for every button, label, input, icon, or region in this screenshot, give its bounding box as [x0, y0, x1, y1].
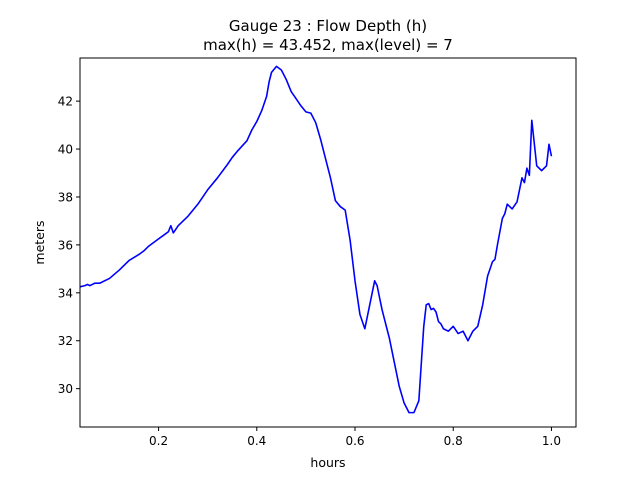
plot-frame [79, 57, 577, 428]
x-tick-label: 0.2 [149, 434, 168, 448]
y-axis-label: meters [32, 220, 47, 264]
y-tick-label: 40 [58, 143, 73, 157]
x-axis-label: hours [310, 455, 345, 470]
x-tick-label: 0.6 [345, 434, 364, 448]
y-tick-label: 32 [58, 334, 73, 348]
chart-title-line-1: Gauge 23 : Flow Depth (h) [229, 17, 427, 35]
y-tick-label: 36 [58, 238, 73, 252]
x-tick-label: 1.0 [542, 434, 561, 448]
x-tick-label: 0.8 [444, 434, 463, 448]
series-line-0 [79, 65, 553, 414]
y-tick-label: 34 [58, 286, 73, 300]
plot-area [79, 65, 553, 414]
axis-ticks: 0.2 0.4 0.6 0.8 1.0 30 32 34 36 38 40 42 [58, 95, 561, 448]
chart-title-line-2: max(h) = 43.452, max(level) = 7 [203, 36, 453, 54]
y-tick-label: 38 [58, 190, 73, 204]
y-tick-label: 30 [58, 382, 73, 396]
y-tick-label: 42 [58, 95, 73, 109]
x-tick-label: 0.4 [247, 434, 266, 448]
